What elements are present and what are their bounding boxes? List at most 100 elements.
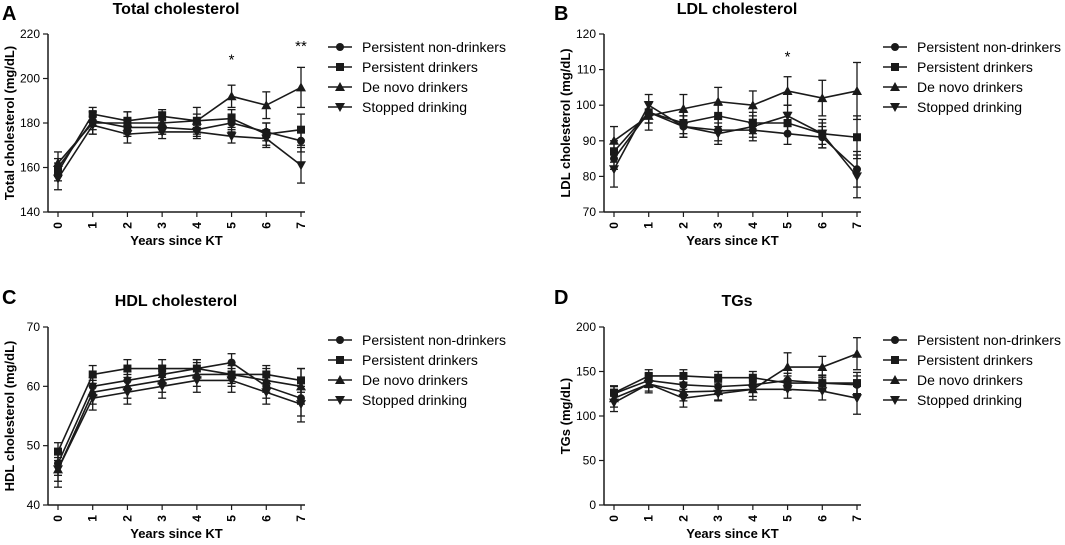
x-tick-label: 1 [86,222,100,229]
y-tick-label: 40 [27,498,41,512]
x-tick-label: 2 [120,515,134,522]
y-tick-label: 160 [20,161,40,175]
legend-marker [336,356,344,364]
y-axis-label: HDL cholesterol (mg/dL) [2,341,17,492]
data-point [782,85,793,95]
x-tick-label: 3 [711,515,725,522]
legend-marker [335,396,345,405]
legend-label: Stopped drinking [362,99,467,115]
series-line [57,367,302,452]
data-point [782,385,793,395]
panel-b: B LDL cholesterol 70 80 90 100 110 120 0 1 2 3 4 5 6… [554,1,1061,248]
data-point [679,371,688,380]
series-triangle-down [53,367,306,488]
data-point [817,362,828,372]
x-axis-label: Years since KT [686,526,779,541]
data-point [191,376,202,386]
legend-label: De novo drinkers [917,79,1023,95]
legend-label: Persistent drinkers [362,59,478,75]
series-line [613,90,858,142]
panel-c: C HDL cholesterol 40 50 60 70 0 1 2 3 4 5 6 7 Years … [2,287,506,541]
y-tick-label: 60 [27,379,41,393]
data-point [157,127,168,137]
legend-label: Persistent drinkers [362,352,478,368]
data-point [261,100,272,110]
y-tick-label: 180 [20,116,40,130]
legend-label: De novo drinkers [362,79,468,95]
y-tick-label: 70 [583,205,597,219]
data-point [678,394,689,404]
x-tick-label: 7 [850,515,864,522]
data-point [88,370,97,379]
series-triangle-down [609,93,862,199]
x-tick-label: 1 [642,515,656,522]
series-line [57,86,302,164]
legend-label: De novo drinkers [362,372,468,388]
series-line [613,352,858,399]
x-tick-label: 5 [225,515,239,522]
y-tick-label: 150 [576,365,596,379]
legend-label: Stopped drinking [917,99,1022,115]
data-point [87,121,98,131]
legend-marker [891,356,899,364]
legend-item: Persistent drinkers [883,59,1033,75]
data-point [297,125,305,134]
data-point [261,388,272,398]
legend-label: Stopped drinking [362,392,467,408]
legend-item: De novo drinkers [328,372,468,388]
panel-letter-c: C [2,287,16,309]
y-tick-label: 70 [27,320,41,334]
legend-item: Persistent non-drinkers [328,332,506,348]
y-axis-label: TGs (mg/dL) [558,378,573,455]
x-tick-label: 4 [746,222,760,229]
y-tick-label: 90 [583,134,597,148]
y-tick-label: 110 [577,63,596,77]
data-point [122,388,133,398]
panel-d-plot: 0 50 100 150 200 0 1 2 3 4 5 6 7 Years since KT TGs (m… [558,320,1061,541]
data-point [296,161,306,171]
x-tick-label: 3 [155,515,169,522]
y-tick-label: 120 [576,27,596,41]
legend-item: Persistent drinkers [328,352,478,368]
x-tick-label: 2 [676,222,690,229]
data-point [713,129,724,139]
y-tick-label: 100 [576,409,596,423]
panel-d-title: TGs [721,293,752,310]
legend-marker [335,82,345,91]
series-line [57,379,302,470]
y-tick-label: 200 [576,320,596,334]
panel-letter-a: A [2,3,16,25]
x-tick-label: 2 [120,222,134,229]
legend-marker [891,63,899,71]
y-tick-label: 100 [576,98,596,112]
series-line [57,373,302,470]
x-tick-label: 3 [711,222,725,229]
legend-marker [335,375,345,384]
legend-marker [336,63,344,71]
legend-item: Stopped drinking [883,392,1022,408]
data-point [157,382,168,392]
data-point [852,85,862,95]
panel-a: A Total cholesterol 140 160 180 200 220 0 1 2 3 4… [2,1,506,248]
series-line [613,383,858,404]
legend-marker [891,336,899,344]
legend-label: Persistent drinkers [917,352,1033,368]
series-line [57,124,302,180]
data-point [296,82,306,92]
x-tick-label: 4 [190,515,204,522]
panel-a-plot: 140 160 180 200 220 0 1 2 3 4 5 6 7 Years since KT Tot… [2,27,506,248]
data-point [227,114,236,123]
data-point [226,376,237,386]
data-point [852,172,862,182]
legend-label: Persistent drinkers [917,59,1033,75]
legend-item: Persistent drinkers [328,59,478,75]
data-point [261,134,272,144]
series-line [57,113,302,173]
x-tick-label: 4 [190,222,204,229]
data-point [191,127,202,137]
data-point [817,387,828,397]
series-line [613,104,858,177]
series-line [57,119,302,168]
legend-marker [890,396,900,405]
legend-marker [890,82,900,91]
